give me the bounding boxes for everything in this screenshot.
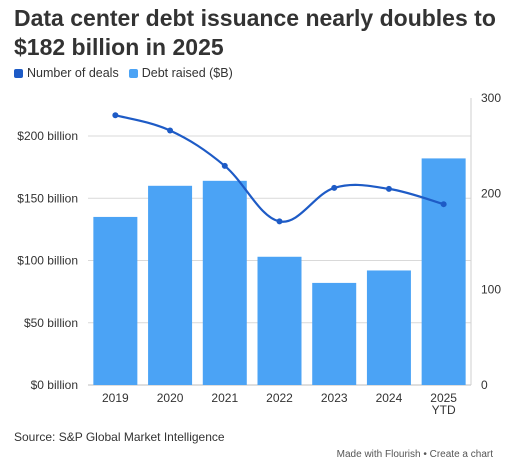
x-tick-label: 2022 bbox=[266, 391, 293, 405]
x-tick-label: 2021 bbox=[211, 391, 238, 405]
y-left-tick-label: $0 billion bbox=[31, 378, 78, 392]
x-tick-label: 2019 bbox=[102, 391, 129, 405]
source-note: Source: S&P Global Market Intelligence bbox=[14, 430, 225, 444]
bar bbox=[366, 270, 411, 385]
deals-point bbox=[331, 184, 338, 191]
bar bbox=[421, 158, 466, 385]
deals-point bbox=[276, 218, 283, 225]
y-left-tick-label: $200 billion bbox=[17, 129, 78, 143]
chart-title: Data center debt issuance nearly doubles… bbox=[14, 5, 496, 60]
deals-point bbox=[385, 185, 392, 192]
y-left-tick-label: $150 billion bbox=[17, 191, 78, 205]
legend-swatch-deals bbox=[14, 68, 23, 78]
y-right-tick-label: 200 bbox=[481, 187, 501, 201]
bar bbox=[202, 180, 247, 385]
x-tick-label: 2020 bbox=[157, 391, 184, 405]
bar bbox=[312, 282, 357, 385]
x-tick-label: 2025 bbox=[430, 391, 457, 405]
flourish-credit[interactable]: Made with Flourish • Create a chart bbox=[336, 449, 493, 460]
deals-point bbox=[221, 162, 228, 169]
x-tick-label: 2024 bbox=[376, 391, 403, 405]
x-tick-label: YTD bbox=[432, 403, 456, 417]
bar bbox=[148, 185, 193, 385]
legend-label-deals: Number of deals bbox=[27, 66, 119, 80]
x-tick-label: 2023 bbox=[321, 391, 348, 405]
y-right-tick-label: 100 bbox=[481, 282, 501, 296]
deals-point bbox=[440, 201, 447, 208]
deals-point bbox=[167, 127, 174, 134]
y-right-tick-label: 300 bbox=[481, 91, 501, 105]
deals-point bbox=[112, 112, 119, 119]
legend-swatch-debt bbox=[128, 68, 138, 78]
y-left-tick-label: $100 billion bbox=[17, 254, 78, 268]
legend-label-debt: Debt raised ($B) bbox=[141, 66, 233, 80]
legend-item-debt[interactable]: Debt raised ($B) bbox=[128, 66, 233, 80]
y-right-tick-label: 0 bbox=[481, 378, 488, 392]
bar bbox=[257, 256, 302, 385]
legend-item-deals[interactable]: Number of deals bbox=[14, 66, 119, 80]
y-left-tick-label: $50 billion bbox=[24, 316, 78, 330]
legend: Number of deals Debt raised ($B) bbox=[14, 66, 243, 80]
bar bbox=[93, 216, 138, 385]
